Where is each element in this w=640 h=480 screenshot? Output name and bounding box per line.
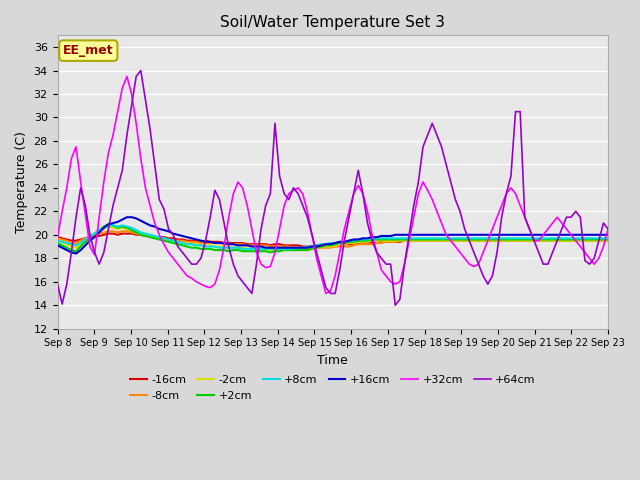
Legend: -16cm, -8cm, -2cm, +2cm, +8cm, +16cm, +32cm, +64cm: -16cm, -8cm, -2cm, +2cm, +8cm, +16cm, +3… [125, 371, 540, 405]
Text: EE_met: EE_met [63, 44, 114, 57]
X-axis label: Time: Time [317, 354, 348, 367]
Title: Soil/Water Temperature Set 3: Soil/Water Temperature Set 3 [220, 15, 445, 30]
Y-axis label: Temperature (C): Temperature (C) [15, 131, 28, 233]
